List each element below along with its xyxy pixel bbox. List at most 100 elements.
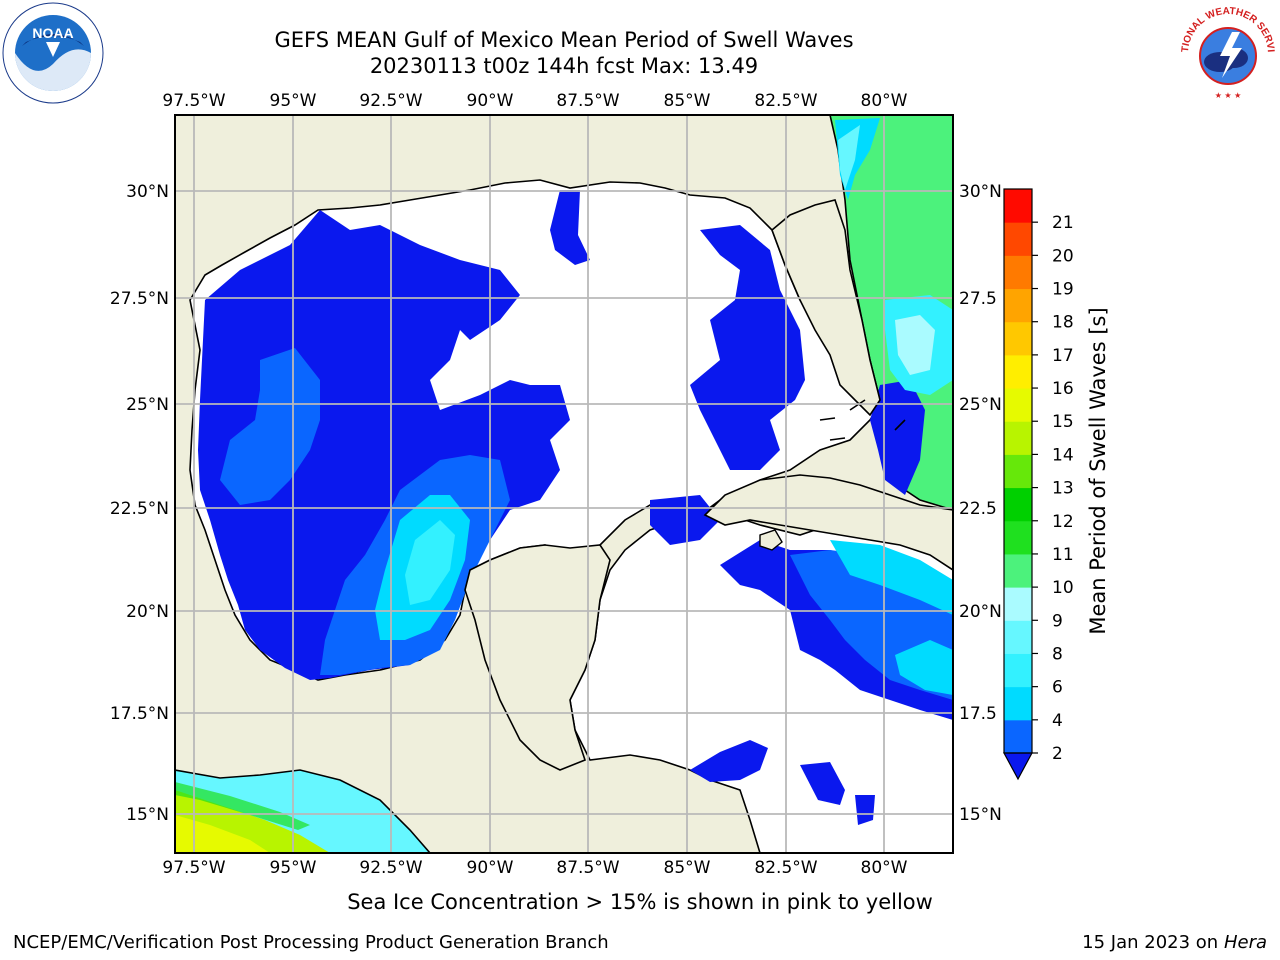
lon-tick-top: 92.5°W <box>359 91 422 111</box>
colorbar-segment <box>1004 553 1032 588</box>
lon-tick-top: 80°W <box>861 91 908 111</box>
pacific-mid-period <box>175 782 310 830</box>
colorbar-segment <box>1004 587 1032 621</box>
lon-tick-bottom: 92.5°W <box>359 858 422 878</box>
lon-tick-bottom: 87.5°W <box>556 858 619 878</box>
lat-tick-left: 20°N <box>126 602 169 622</box>
graticule <box>175 115 953 853</box>
noaa-logo: NOAA <box>2 2 104 104</box>
bahamas-islands <box>819 399 906 441</box>
colorbar-segment <box>1004 354 1032 389</box>
lat-tick-right: 22.5 <box>959 499 997 519</box>
lon-tick-top: 82.5°W <box>754 91 817 111</box>
swell-under-2s-east-patch <box>690 225 805 470</box>
lon-tick-bottom: 85°W <box>664 858 711 878</box>
lat-tick-left: 15°N <box>126 805 169 825</box>
pacific-high-period-core <box>175 815 270 853</box>
colorbar-tick-label: 9 <box>1052 611 1063 631</box>
swell-8-9s-atlantic <box>895 315 935 375</box>
swell-4-6s-caribbean-south <box>895 640 953 695</box>
nws-logo: NATIONAL WEATHER SERVICE ★ ★ ★ <box>1176 2 1278 104</box>
colorbar-tick-label: 4 <box>1052 711 1063 731</box>
florida-peninsula <box>771 199 881 417</box>
colorbar-tick-label: 18 <box>1052 313 1074 333</box>
colorbar <box>1002 188 1034 781</box>
colorbar-tick-label: 14 <box>1052 445 1074 465</box>
swell-under-2s-south-patch-b <box>800 762 845 805</box>
swell-6-8s-campeche <box>405 520 455 605</box>
colorbar-tick-label: 8 <box>1052 644 1063 664</box>
colorbar-label: Mean Period of Swell Waves [s] <box>1086 307 1110 634</box>
lon-tick-bottom: 80°W <box>861 858 908 878</box>
swell-4-6s-caribbean <box>830 540 953 615</box>
colorbar-tick-label: 21 <box>1052 213 1074 233</box>
lat-tick-left: 30°N <box>126 182 169 202</box>
footer-host: Hera <box>1223 932 1267 953</box>
colorbar-segment <box>1004 421 1032 455</box>
colorbar-tick-label: 17 <box>1052 346 1074 366</box>
footer-date-text: 15 Jan 2023 on <box>1082 932 1224 953</box>
lat-tick-right: 15°N <box>959 805 1002 825</box>
swell-8-9s-atlantic-edge <box>838 125 860 190</box>
lon-tick-top: 90°W <box>467 91 514 111</box>
colorbar-segment <box>1004 620 1032 654</box>
swell-under-2s-south-patch-a <box>690 740 768 782</box>
lon-tick-bottom: 97.5°W <box>162 858 225 878</box>
lat-tick-right: 25°N <box>959 395 1002 415</box>
colorbar-outline <box>1003 188 1033 754</box>
lon-tick-top: 97.5°W <box>162 91 225 111</box>
colorbar-tick-label: 2 <box>1052 744 1063 764</box>
map-title: GEFS MEAN Gulf of Mexico Mean Period of … <box>274 28 854 52</box>
colorbar-segment <box>1004 719 1032 754</box>
colorbar-tick-label: 13 <box>1052 479 1074 499</box>
lon-tick-bottom: 90°W <box>467 858 514 878</box>
map-area <box>175 115 953 853</box>
map-frame <box>174 114 954 854</box>
lon-ticks-top: 97.5°W 95°W 92.5°W 90°W 87.5°W 85°W 82.5… <box>162 91 907 111</box>
colorbar-tick-label: 10 <box>1052 578 1074 598</box>
footer-date: 15 Jan 2023 on Hera <box>1082 932 1267 953</box>
colorbar-segment <box>1004 288 1032 323</box>
colorbar-segment <box>1004 686 1032 721</box>
colorbar-tick-label: 12 <box>1052 512 1074 532</box>
colorbar-tick-label: 16 <box>1052 379 1074 399</box>
colorbar-tick-label: 20 <box>1052 246 1074 266</box>
lon-tick-top: 85°W <box>664 91 711 111</box>
colorbar-segment <box>1004 653 1032 688</box>
lat-tick-right: 27.5 <box>959 289 997 309</box>
colorbar-segment <box>1004 189 1032 223</box>
colorbar-segment <box>1004 520 1032 555</box>
colorbar-tick-label: 19 <box>1052 280 1074 300</box>
lon-tick-top: 95°W <box>270 91 317 111</box>
lat-tick-left: 25°N <box>126 395 169 415</box>
lat-tick-right: 17.5 <box>959 704 997 724</box>
lon-ticks-bottom: 97.5°W 95°W 92.5°W 90°W 87.5°W 85°W 82.5… <box>162 858 907 878</box>
colorbar-segment <box>1004 321 1032 356</box>
colorbar-tick-label: 6 <box>1052 678 1063 698</box>
swell-2-4s-tongue <box>220 348 320 505</box>
svg-text:★ ★ ★: ★ ★ ★ <box>1215 91 1242 100</box>
lon-tick-bottom: 95°W <box>270 858 317 878</box>
colorbar-ticks: 2 4 6 8 9 10 11 12 13 14 15 16 17 18 19 20 21 <box>1032 213 1074 764</box>
footer-credit: NCEP/EMC/Verification Post Processing Pr… <box>13 932 609 953</box>
sea-ice-note: Sea Ice Concentration > 15% is shown in … <box>347 890 933 914</box>
isle-of-youth <box>759 529 783 551</box>
lat-ticks-left: 30°N 27.5°N 25°N 22.5°N 20°N 17.5°N 15°N <box>110 182 169 825</box>
lat-tick-left: 27.5°N <box>110 289 169 309</box>
colorbar-segment <box>1004 222 1032 256</box>
colorbar-segment <box>1004 454 1032 489</box>
map-subtitle: 20230113 t00z 144h fcst Max: 13.49 <box>369 54 759 78</box>
lat-tick-right: 20°N <box>959 602 1002 622</box>
lat-tick-right: 30°N <box>959 182 1002 202</box>
colorbar-segment <box>1004 255 1032 290</box>
colorbar-tick-label: 15 <box>1052 412 1074 432</box>
lat-tick-left: 17.5°N <box>110 704 169 724</box>
colorbar-extend-min <box>1002 752 1034 781</box>
lat-tick-left: 22.5°N <box>110 499 169 519</box>
lat-ticks-right: 30°N 27.5 25°N 22.5 20°N 17.5 15°N <box>959 182 1002 825</box>
swell-under-2s-south-patch-c <box>855 795 875 825</box>
colorbar-segment <box>1004 487 1032 522</box>
swell-under-2s-north-patch <box>550 190 590 265</box>
svg-text:NOAA: NOAA <box>32 25 73 41</box>
